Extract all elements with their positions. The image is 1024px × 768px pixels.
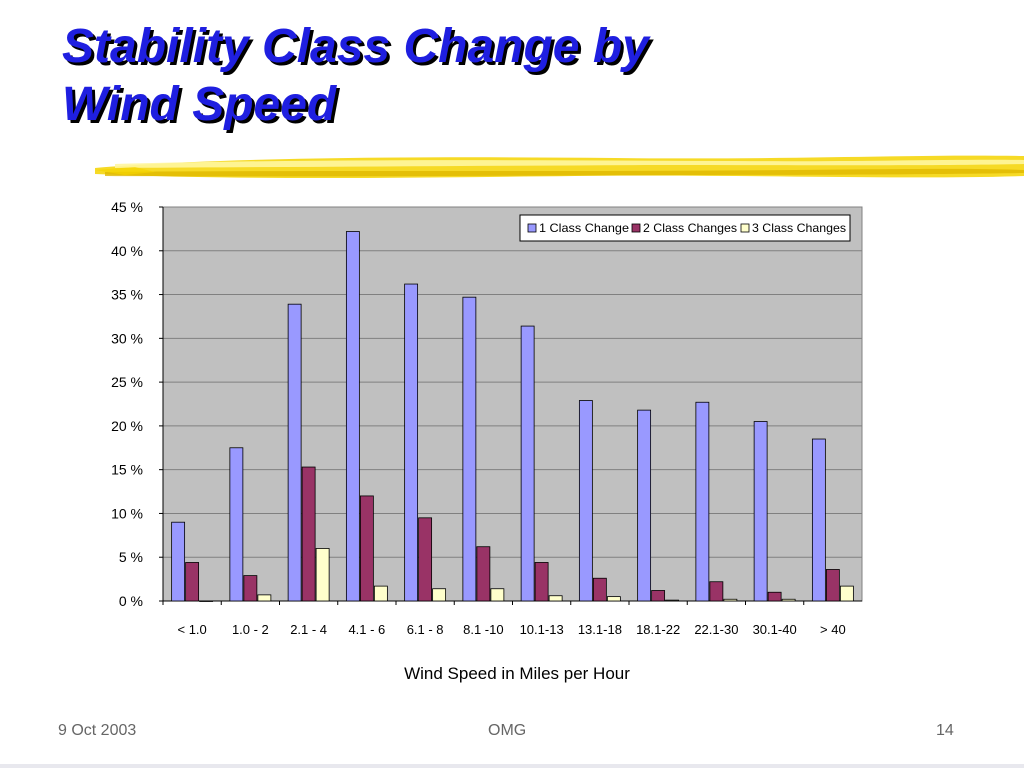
bar-2-class-changes [301,466,316,602]
bar-3-class-changes [315,548,330,602]
bar-1-class-change [637,409,652,602]
bar-3-class-changes [781,598,796,602]
x-tick-label: 2.1 - 4 [290,622,327,637]
bar-1-class-change [578,400,593,602]
bar-3-class-changes [665,599,680,602]
bar-2-class-changes [185,562,200,602]
bar-3-class-changes [839,585,854,602]
x-tick-label: 1.0 - 2 [232,622,269,637]
legend-swatch [631,223,641,233]
footer-page-number: 14 [936,722,954,739]
bar-2-class-changes [418,517,433,602]
y-tick-label: 5 % [119,549,143,565]
bar-2-class-changes [534,562,549,602]
bar-2-class-changes [592,577,607,602]
bar-2-class-changes [359,495,374,602]
y-tick-label: 20 % [111,418,143,434]
title-line-2: Wind Speed [62,78,337,131]
legend-swatch [527,223,537,233]
x-tick-label: 18.1-22 [636,622,680,637]
y-tick-label: 10 % [111,505,143,521]
footer-organization: OMG [488,722,527,739]
legend-label: 1 Class Change [539,221,629,235]
bar-1-class-change [287,303,302,602]
y-tick-label: 30 % [111,330,143,346]
y-tick-label: 40 % [111,243,143,259]
bar-1-class-change [345,231,360,602]
bar-2-class-changes [825,569,840,602]
plot-area [162,206,863,602]
x-tick-label: > 40 [820,622,846,637]
legend-label: 2 Class Changes [643,221,737,235]
y-tick-label: 45 % [111,199,143,215]
bar-2-class-changes [709,581,724,602]
x-tick-label: 6.1 - 8 [407,622,444,637]
y-tick-label: 0 % [119,593,143,609]
bar-1-class-change [462,296,477,602]
bar-1-class-change [695,401,710,602]
bar-1-class-change [229,447,244,602]
x-tick-label: < 1.0 [177,622,206,637]
bar-3-class-changes [606,596,621,602]
x-tick-label: 8.1 -10 [463,622,503,637]
bar-3-class-changes [199,600,214,602]
bottom-divider [0,764,1024,768]
footer-date: 9 Oct 2003 [58,722,137,739]
x-tick-label: 22.1-30 [694,622,738,637]
bar-1-class-change [753,421,768,602]
bar-3-class-changes [373,585,388,602]
bar-2-class-changes [651,590,666,602]
x-tick-label: 13.1-18 [578,622,622,637]
bar-1-class-change [404,283,419,602]
bar-1-class-change [520,325,535,602]
slide-title: Stability Class Change by Wind Speed [62,18,942,134]
x-tick-label: 10.1-13 [520,622,564,637]
bar-3-class-changes [548,595,563,602]
x-tick-label: 4.1 - 6 [348,622,385,637]
bar-2-class-changes [767,591,782,602]
bar-3-class-changes [490,588,505,602]
bar-1-class-change [171,521,186,602]
bar-1-class-change [811,438,826,602]
x-tick-label: 30.1-40 [753,622,797,637]
bar-3-class-changes [257,594,272,602]
legend-swatch [740,223,750,233]
x-axis-title: Wind Speed in Miles per Hour [404,664,630,683]
y-tick-label: 35 % [111,287,143,303]
bar-2-class-changes [243,575,258,602]
bar-3-class-changes [723,598,738,602]
y-tick-label: 15 % [111,462,143,478]
title-line-1: Stability Class Change by [62,20,649,73]
bar-2-class-changes [476,546,491,602]
y-tick-label: 25 % [111,374,143,390]
bar-3-class-changes [432,588,447,602]
legend-box [519,214,851,242]
legend-label: 3 Class Changes [752,221,846,235]
bar-chart: 0 % 5 % 10 % 15 % 20 % 25 % 30 % 35 % 40 % 45 % < … [111,199,863,637]
brush-stroke-underline [95,155,1024,178]
